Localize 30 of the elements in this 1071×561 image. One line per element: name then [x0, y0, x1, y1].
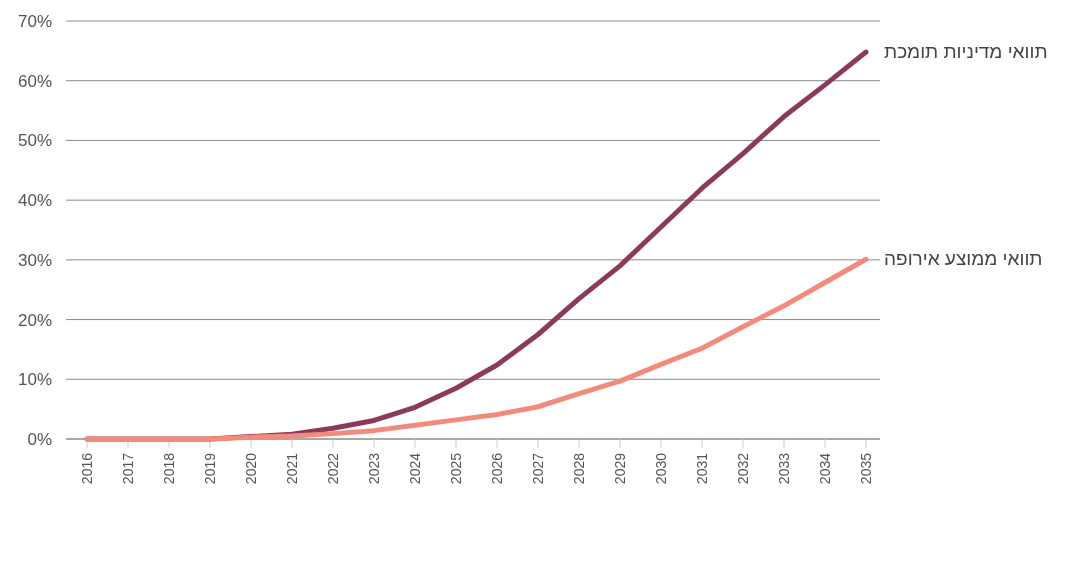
series-label: תוואי מדיניות תומכת [884, 41, 1048, 63]
y-tick-label: 50% [17, 131, 52, 151]
y-tick-label: 30% [17, 250, 52, 270]
x-tick-label: 2018 [161, 452, 177, 485]
x-tick-label: 2024 [407, 452, 423, 485]
x-tick-label: 2031 [694, 452, 710, 485]
x-tick-label: 2022 [325, 452, 341, 485]
x-tick-label: 2016 [79, 452, 95, 485]
y-tick-label: 60% [17, 71, 52, 91]
x-tick-label: 2020 [243, 452, 259, 485]
x-tick-label: 2017 [120, 452, 136, 485]
x-tick-label: 2027 [530, 452, 546, 485]
series-label: תוואי ממוצע אירופה [884, 248, 1043, 270]
x-tick-label: 2029 [612, 452, 628, 485]
x-tick-label: 2023 [366, 452, 382, 485]
y-tick-label: 10% [17, 370, 52, 390]
x-tick-label: 2026 [489, 452, 505, 485]
x-tick-label: 2019 [202, 452, 218, 485]
y-tick-label: 20% [17, 310, 52, 330]
x-tick-label: 2021 [284, 452, 300, 485]
x-tick-label: 2033 [776, 452, 792, 485]
x-tick-label: 2032 [735, 452, 751, 485]
x-tick-label: 2034 [817, 452, 833, 485]
y-tick-label: 0% [27, 430, 52, 449]
x-tick-label: 2028 [571, 452, 587, 485]
y-tick-label: 40% [17, 191, 52, 211]
x-tick-label: 2035 [858, 452, 874, 485]
x-tick-label: 2030 [653, 452, 669, 485]
y-tick-label: 70% [17, 12, 52, 31]
x-tick-label: 2025 [448, 452, 464, 485]
